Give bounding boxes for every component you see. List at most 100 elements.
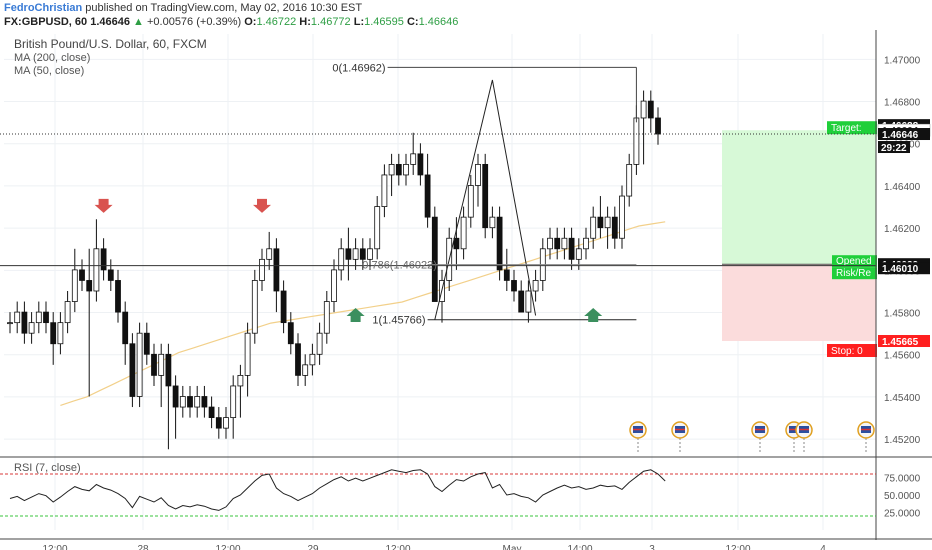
candle [431, 206, 438, 302]
candle-body-up [35, 311, 42, 324]
target-label: Target: [831, 123, 862, 134]
candle-body-up [532, 280, 539, 292]
candle [79, 259, 85, 291]
y-tick-label: 1.47000 [884, 55, 921, 66]
candle [187, 385, 193, 418]
candle-body-down [100, 248, 107, 271]
candle-body-down [86, 280, 93, 292]
candle [115, 269, 121, 323]
price-label-box [878, 262, 930, 275]
fib-0-label: 0(1.46962) [332, 62, 385, 74]
rsi-tick-label: 75.0000 [884, 474, 921, 485]
x-tick-label: 28 [137, 544, 149, 550]
candle-body-down [611, 216, 618, 239]
candle-body-down [201, 396, 208, 408]
candle-body-up [266, 248, 273, 260]
candle [410, 132, 417, 175]
candle-body-up [381, 174, 388, 207]
open-value: 1.46722 [256, 16, 297, 28]
countdown-box [878, 141, 910, 154]
candle-body-down [143, 332, 150, 355]
candle [381, 164, 388, 218]
opened-label: Opened [836, 256, 872, 267]
x-tick-label: 12:00 [215, 544, 240, 550]
candle [179, 385, 186, 418]
fib-1-label: 1(1.45766) [372, 315, 425, 327]
candle-body-up [367, 248, 373, 260]
candle-body-up [575, 248, 582, 260]
drawing-overlays[interactable]: 0(1.46962) 0.786(1.46022) 1(1.45766) [0, 62, 876, 454]
x-tick-label: 3 [649, 544, 655, 550]
quote-line: FX:GBPUSD, 60 1.46646 ▲ +0.00576 (+0.39%… [4, 16, 458, 28]
candle-body-down [431, 216, 438, 302]
candle-body-down [43, 311, 49, 324]
author-name[interactable]: FedroChristian [4, 2, 83, 14]
candle-body-up [374, 206, 381, 250]
rsi-legend: RSI (7, close) [14, 462, 81, 474]
candle-body-up [460, 216, 467, 250]
candle-body-up [93, 248, 100, 292]
candle-body-down [597, 216, 604, 229]
candle [100, 238, 107, 281]
candle-body-up [316, 332, 323, 355]
candle [345, 227, 352, 281]
price-label-text: 1.45665 [882, 337, 919, 348]
candle [230, 375, 237, 439]
published-text: published on TradingView.com, May 02, 20… [85, 2, 363, 14]
candle [64, 290, 71, 334]
risk-reward-label: Risk/Re [836, 268, 871, 279]
candle [136, 322, 143, 408]
close-value: 1.46646 [418, 16, 459, 28]
candle-body-up [590, 216, 597, 239]
y-tick-label: 1.46200 [884, 224, 921, 235]
candle [35, 301, 42, 334]
candle [496, 206, 503, 281]
candle [424, 153, 431, 228]
candle [583, 227, 589, 260]
candle-body-down [496, 216, 503, 271]
up-arrow-icon [584, 307, 603, 322]
candle [547, 227, 553, 260]
candle [309, 343, 316, 376]
candle-body-down [647, 100, 654, 119]
grid-lines [4, 34, 876, 530]
candle-body-up [338, 248, 345, 271]
candle-body-down [554, 237, 561, 250]
candle-body-up [237, 374, 244, 387]
low-value: 1.46595 [364, 16, 404, 28]
candle [352, 238, 359, 270]
x-tick-label: 12:00 [42, 544, 67, 550]
down-arrow-icon [253, 198, 271, 213]
rsi-tick-label: 50.0000 [884, 491, 921, 502]
economic-event-icon [795, 421, 813, 454]
candle [475, 153, 481, 207]
candle-body-up [388, 163, 395, 176]
candle-body-up [604, 216, 611, 229]
candle-body-up [136, 332, 143, 397]
candle-body-down [50, 322, 57, 345]
candle [71, 248, 78, 313]
candle [287, 312, 294, 355]
symbol-label: FX:GBPUSD, 60 [4, 16, 88, 28]
candle [388, 153, 395, 197]
candle-body-up [309, 353, 316, 366]
head-pattern-line [434, 79, 537, 320]
candle [208, 396, 215, 429]
candle-body-up [230, 385, 237, 418]
y-tick-label: 1.46400 [884, 182, 921, 193]
candle [93, 219, 100, 302]
x-tick-label: 4 [820, 544, 826, 550]
economic-event-icon [751, 421, 769, 454]
x-tick-label: 12:00 [725, 544, 750, 550]
price-label: 1.45665 [878, 335, 930, 348]
candle [511, 269, 517, 302]
candle-body-up [525, 290, 532, 313]
candle [554, 227, 561, 260]
candle [619, 185, 625, 249]
candle [295, 333, 301, 386]
candle-body-up [7, 322, 13, 325]
countdown-text: 29:22 [881, 143, 907, 154]
candle [122, 301, 129, 365]
